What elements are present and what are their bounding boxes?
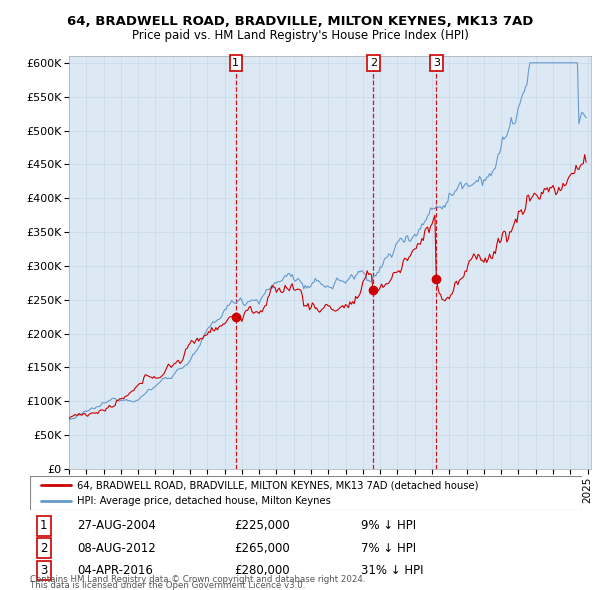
Text: This data is licensed under the Open Government Licence v3.0.: This data is licensed under the Open Gov… xyxy=(30,581,305,590)
Text: 7% ↓ HPI: 7% ↓ HPI xyxy=(361,542,416,555)
Text: 2: 2 xyxy=(40,542,47,555)
Text: Contains HM Land Registry data © Crown copyright and database right 2024.: Contains HM Land Registry data © Crown c… xyxy=(30,575,365,584)
Text: Price paid vs. HM Land Registry's House Price Index (HPI): Price paid vs. HM Land Registry's House … xyxy=(131,30,469,42)
Text: 1: 1 xyxy=(40,519,47,532)
Text: 1: 1 xyxy=(232,58,239,68)
Text: £225,000: £225,000 xyxy=(234,519,290,532)
Text: 04-APR-2016: 04-APR-2016 xyxy=(77,564,153,577)
Text: HPI: Average price, detached house, Milton Keynes: HPI: Average price, detached house, Milt… xyxy=(77,496,331,506)
Text: 08-AUG-2012: 08-AUG-2012 xyxy=(77,542,155,555)
Text: 31% ↓ HPI: 31% ↓ HPI xyxy=(361,564,424,577)
Text: 3: 3 xyxy=(433,58,440,68)
Text: 27-AUG-2004: 27-AUG-2004 xyxy=(77,519,156,532)
Text: 9% ↓ HPI: 9% ↓ HPI xyxy=(361,519,416,532)
Text: 3: 3 xyxy=(40,564,47,577)
FancyBboxPatch shape xyxy=(30,476,582,510)
Text: £265,000: £265,000 xyxy=(234,542,290,555)
Text: 2: 2 xyxy=(370,58,377,68)
Text: 64, BRADWELL ROAD, BRADVILLE, MILTON KEYNES, MK13 7AD: 64, BRADWELL ROAD, BRADVILLE, MILTON KEY… xyxy=(67,15,533,28)
Text: 64, BRADWELL ROAD, BRADVILLE, MILTON KEYNES, MK13 7AD (detached house): 64, BRADWELL ROAD, BRADVILLE, MILTON KEY… xyxy=(77,480,478,490)
Text: £280,000: £280,000 xyxy=(234,564,290,577)
